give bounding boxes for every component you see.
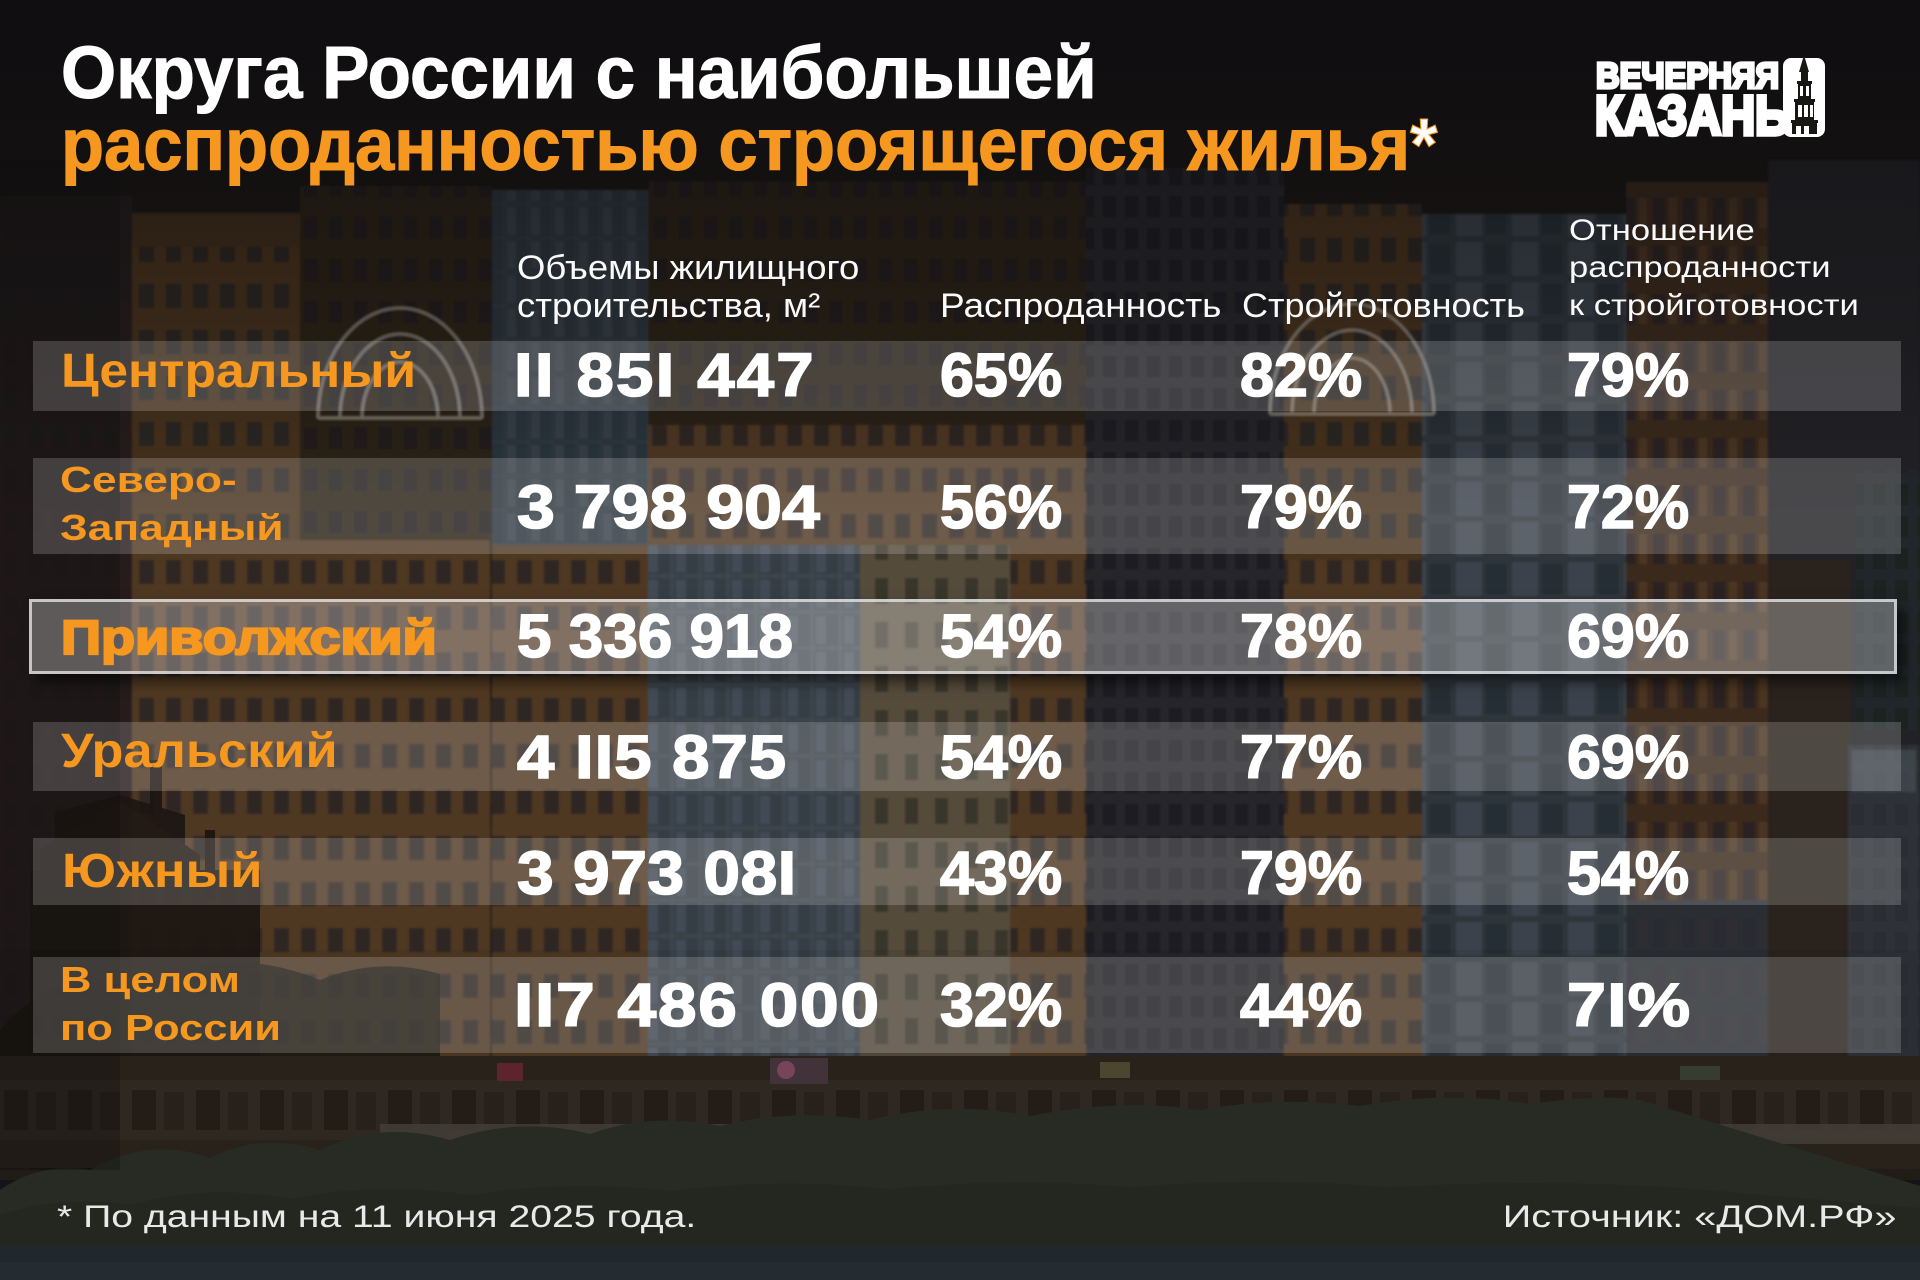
svg-text:КАЗАНЬ: КАЗАНЬ: [1595, 84, 1789, 146]
svg-text:ВЕЧЕРНЯЯ: ВЕЧЕРНЯЯ: [1596, 56, 1779, 96]
